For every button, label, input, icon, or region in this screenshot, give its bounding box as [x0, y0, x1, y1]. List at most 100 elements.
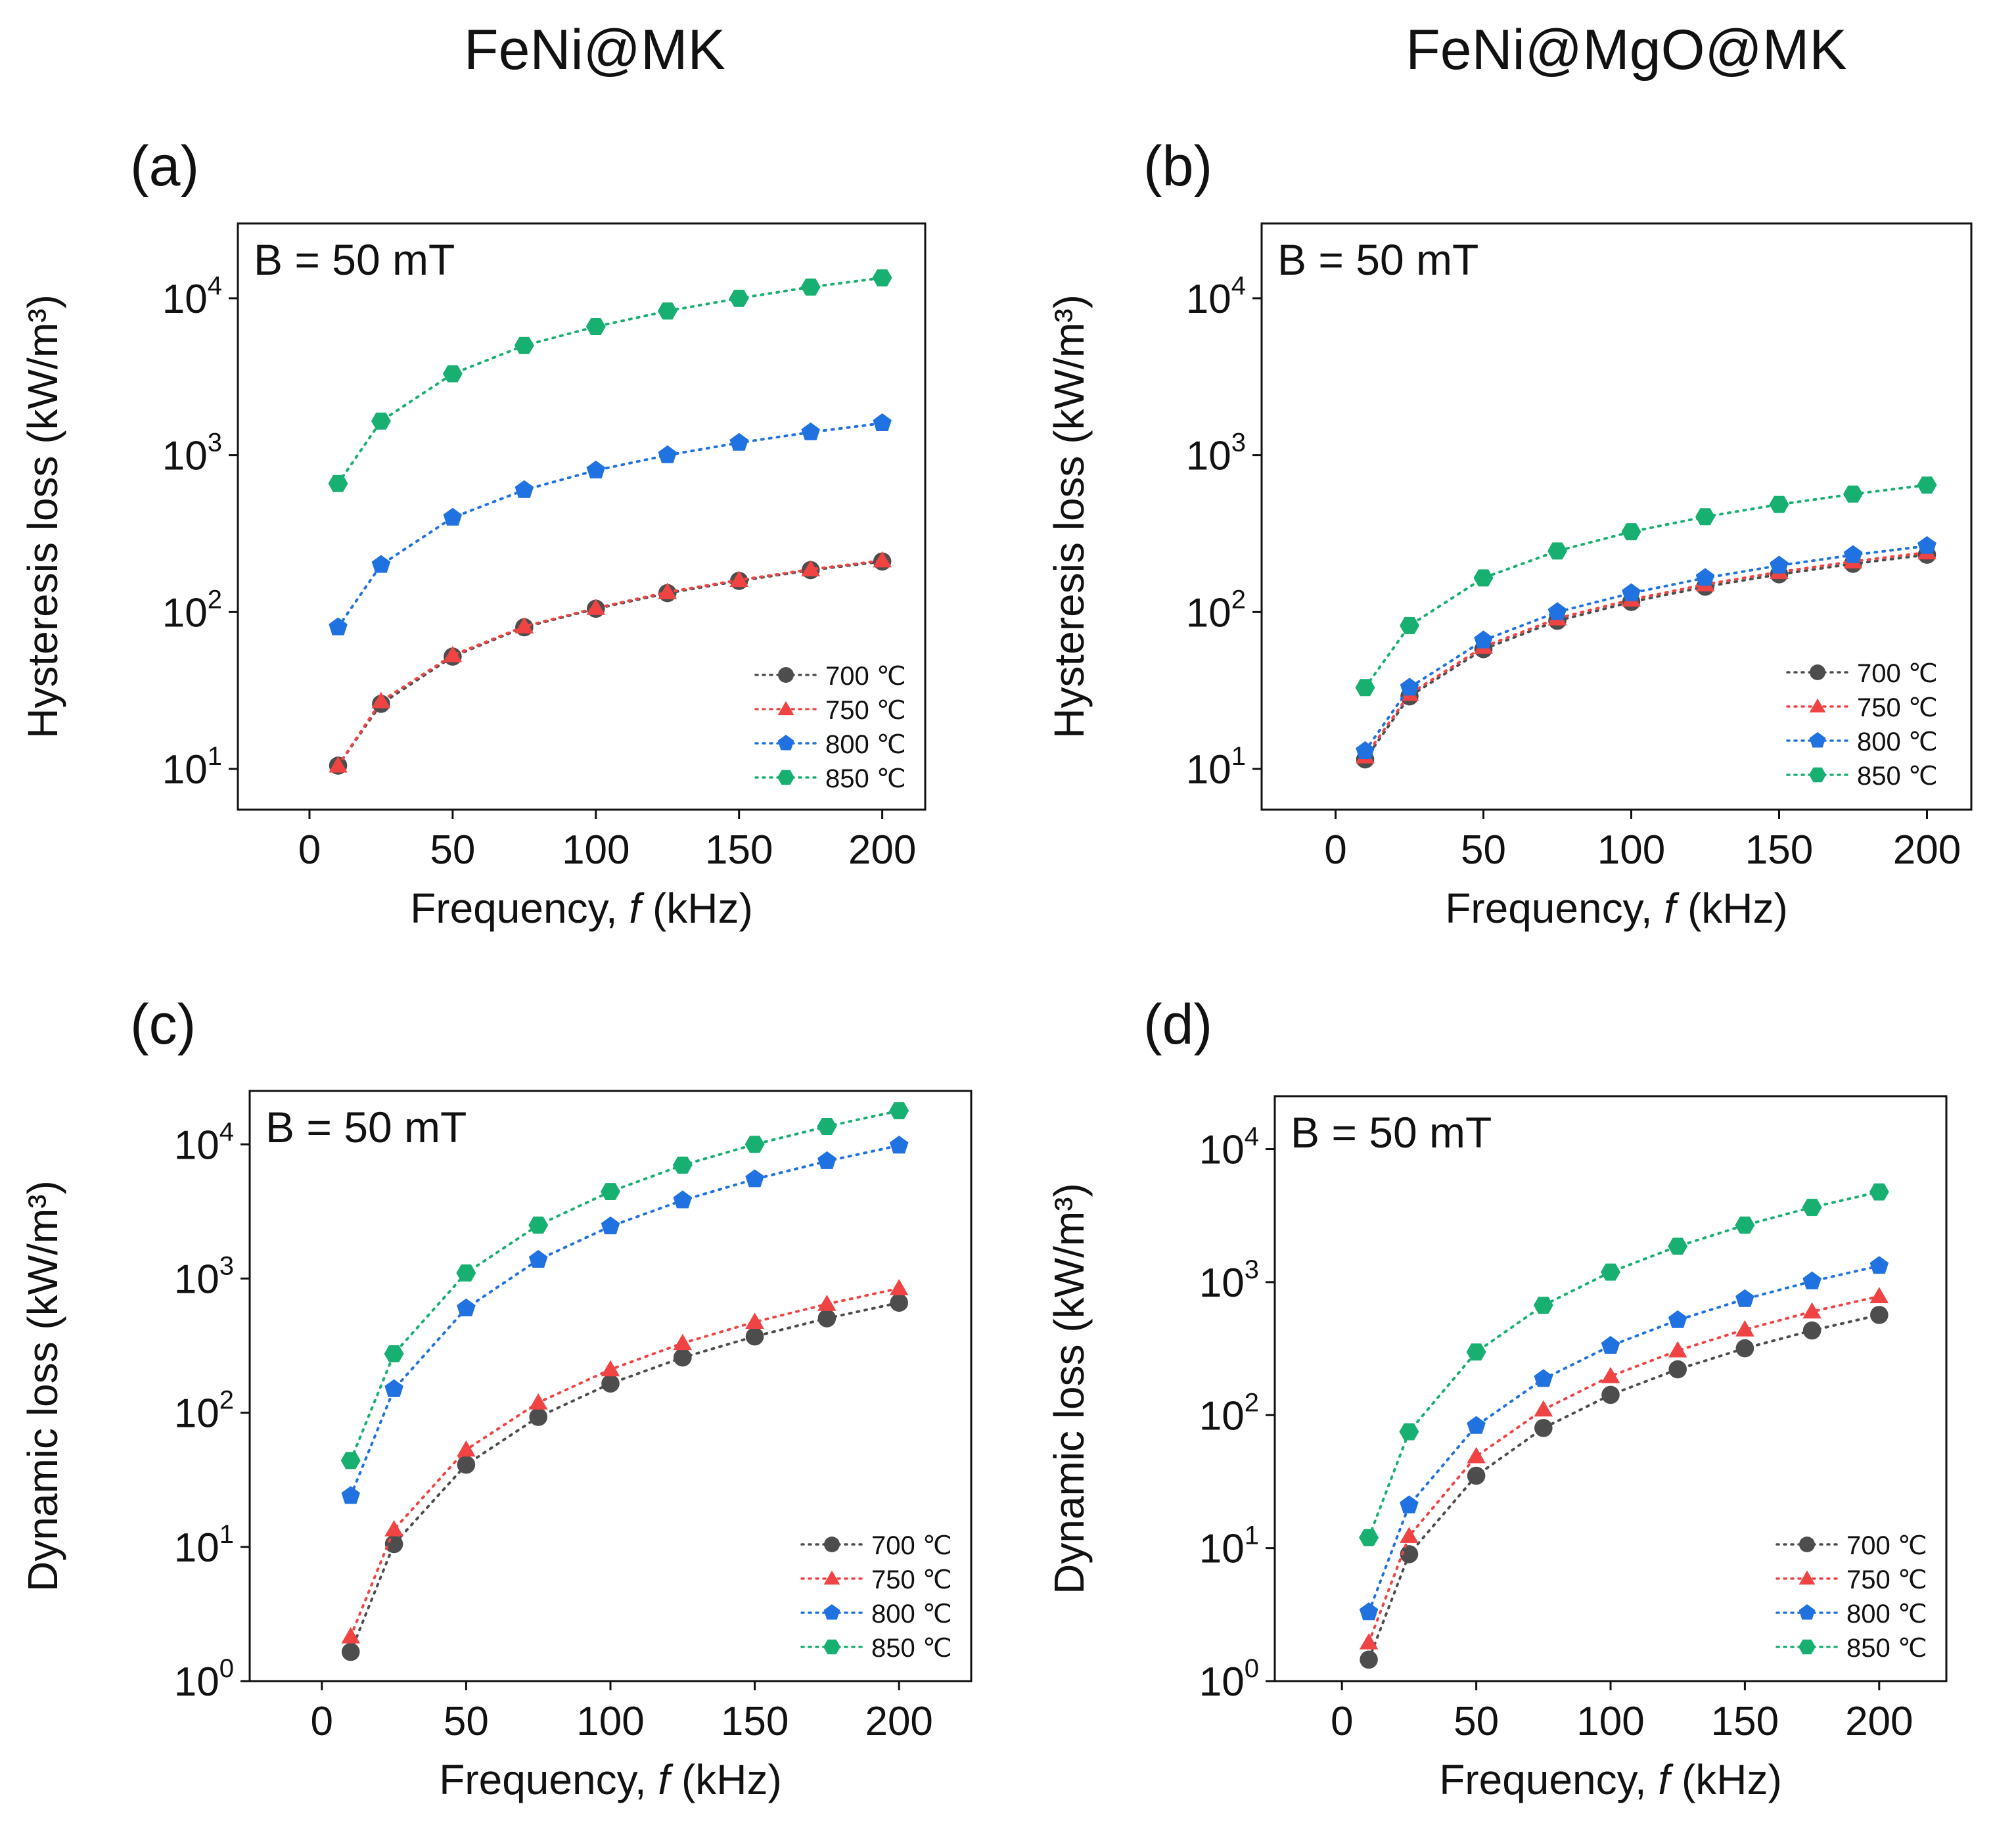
- series-850: [1359, 1183, 1889, 1546]
- y-tick-label: 104: [1186, 271, 1246, 322]
- field-annotation: B = 50 mT: [1291, 1108, 1492, 1157]
- legend-label: 850 ℃: [825, 764, 906, 793]
- data-point: [1735, 1320, 1754, 1337]
- data-point: [1668, 1360, 1687, 1379]
- legend-marker: [823, 1639, 840, 1655]
- y-tick-exponent: 0: [1245, 1654, 1259, 1683]
- data-point: [1360, 1650, 1378, 1669]
- data-point: [514, 336, 534, 354]
- panel-d: (d)0 50 100 150 200100101102103104Frequency,…: [1045, 993, 1948, 1803]
- panel-label: (a): [130, 135, 199, 198]
- data-point: [889, 1279, 909, 1295]
- y-tick-label: 104: [174, 1117, 234, 1168]
- y-tick-exponent: 0: [219, 1654, 234, 1683]
- y-tick-label: 101: [1199, 1521, 1259, 1572]
- data-point: [1735, 1289, 1754, 1307]
- data-point: [1870, 1306, 1889, 1324]
- series-line: [349, 1287, 901, 1638]
- legend-marker: [1798, 1639, 1816, 1655]
- y-tick-exponent: 1: [208, 742, 222, 771]
- data-point: [729, 432, 748, 451]
- data-point: [1359, 1529, 1379, 1546]
- data-point: [371, 555, 391, 573]
- data-point: [801, 560, 820, 576]
- data-point: [873, 551, 892, 568]
- data-point: [1400, 1495, 1419, 1514]
- data-point: [1399, 1423, 1419, 1441]
- series-850: [340, 1102, 909, 1469]
- y-tick-exponent: 2: [219, 1386, 234, 1415]
- data-point: [1359, 1633, 1379, 1650]
- data-point: [601, 1216, 620, 1235]
- x-axis-label-unit: (kHz): [670, 1756, 782, 1803]
- series-750: [1359, 1287, 1889, 1650]
- y-tick-label: 102: [162, 585, 222, 636]
- y-tick-exponent: 1: [1245, 1521, 1259, 1550]
- data-point: [340, 1452, 361, 1469]
- x-tick-label: 150: [1745, 827, 1813, 873]
- data-point: [1843, 485, 1863, 503]
- y-tick-label: 101: [174, 1520, 234, 1571]
- x-axis-label-text: Frequency,: [1445, 885, 1664, 932]
- data-point: [1533, 1297, 1553, 1314]
- data-point: [1467, 1446, 1486, 1464]
- legend-marker: [1809, 732, 1826, 748]
- data-point: [1359, 1602, 1379, 1621]
- data-point: [1668, 1310, 1687, 1328]
- y-tick-base: 10: [1186, 747, 1231, 793]
- series-700: [329, 552, 892, 775]
- data-point: [745, 1327, 764, 1346]
- x-tick-label: 200: [848, 827, 916, 873]
- data-point: [1356, 741, 1375, 759]
- data-point: [1601, 1263, 1620, 1281]
- data-point: [1467, 1416, 1486, 1434]
- x-tick-label: 50: [430, 827, 475, 873]
- legend-marker: [823, 1604, 840, 1620]
- series-line: [1367, 1295, 1881, 1644]
- series-line: [1363, 553, 1929, 761]
- y-tick-base: 10: [1186, 590, 1231, 636]
- data-point: [384, 1520, 403, 1537]
- y-tick-base: 10: [162, 590, 208, 636]
- y-tick-base: 10: [162, 747, 208, 793]
- y-tick-label: 102: [1186, 585, 1246, 636]
- data-point: [873, 413, 892, 431]
- x-tick-label: 0: [1331, 1699, 1353, 1744]
- y-tick-label: 104: [162, 271, 222, 322]
- x-tick-label: 200: [1893, 827, 1961, 873]
- data-point: [1400, 678, 1419, 696]
- data-point: [1400, 616, 1419, 634]
- data-point: [601, 1360, 620, 1377]
- x-tick-label: 0: [1324, 827, 1346, 873]
- legend-label: 800 ℃: [1857, 728, 1938, 756]
- data-point: [872, 269, 892, 287]
- data-point: [1802, 1271, 1821, 1289]
- data-point: [745, 1169, 764, 1188]
- series-800: [341, 1136, 909, 1504]
- y-tick-label: 103: [1199, 1255, 1259, 1306]
- y-tick-label: 101: [1186, 742, 1246, 793]
- data-point: [890, 1293, 908, 1312]
- y-axis-label: Hysteresis loss (kW/m³): [19, 294, 66, 739]
- series-line: [336, 421, 884, 629]
- y-tick-label: 103: [1186, 428, 1246, 479]
- series-line: [1367, 1190, 1881, 1539]
- y-tick-base: 10: [1186, 277, 1231, 322]
- y-tick-exponent: 4: [1245, 1122, 1259, 1151]
- field-annotation: B = 50 mT: [254, 235, 455, 284]
- data-point: [1601, 1366, 1620, 1383]
- data-point: [1695, 508, 1715, 526]
- y-tick-exponent: 2: [1245, 1388, 1259, 1417]
- x-axis-label-text: Frequency,: [439, 1756, 658, 1803]
- data-point: [817, 1295, 836, 1311]
- data-point: [658, 582, 677, 599]
- y-tick-label: 103: [174, 1251, 234, 1302]
- legend-marker: [777, 701, 794, 716]
- y-tick-exponent: 4: [219, 1117, 234, 1146]
- data-point: [817, 1309, 836, 1328]
- data-point: [443, 507, 463, 526]
- data-point: [529, 1408, 547, 1426]
- y-tick-label: 102: [1199, 1388, 1259, 1439]
- data-point: [1770, 555, 1789, 574]
